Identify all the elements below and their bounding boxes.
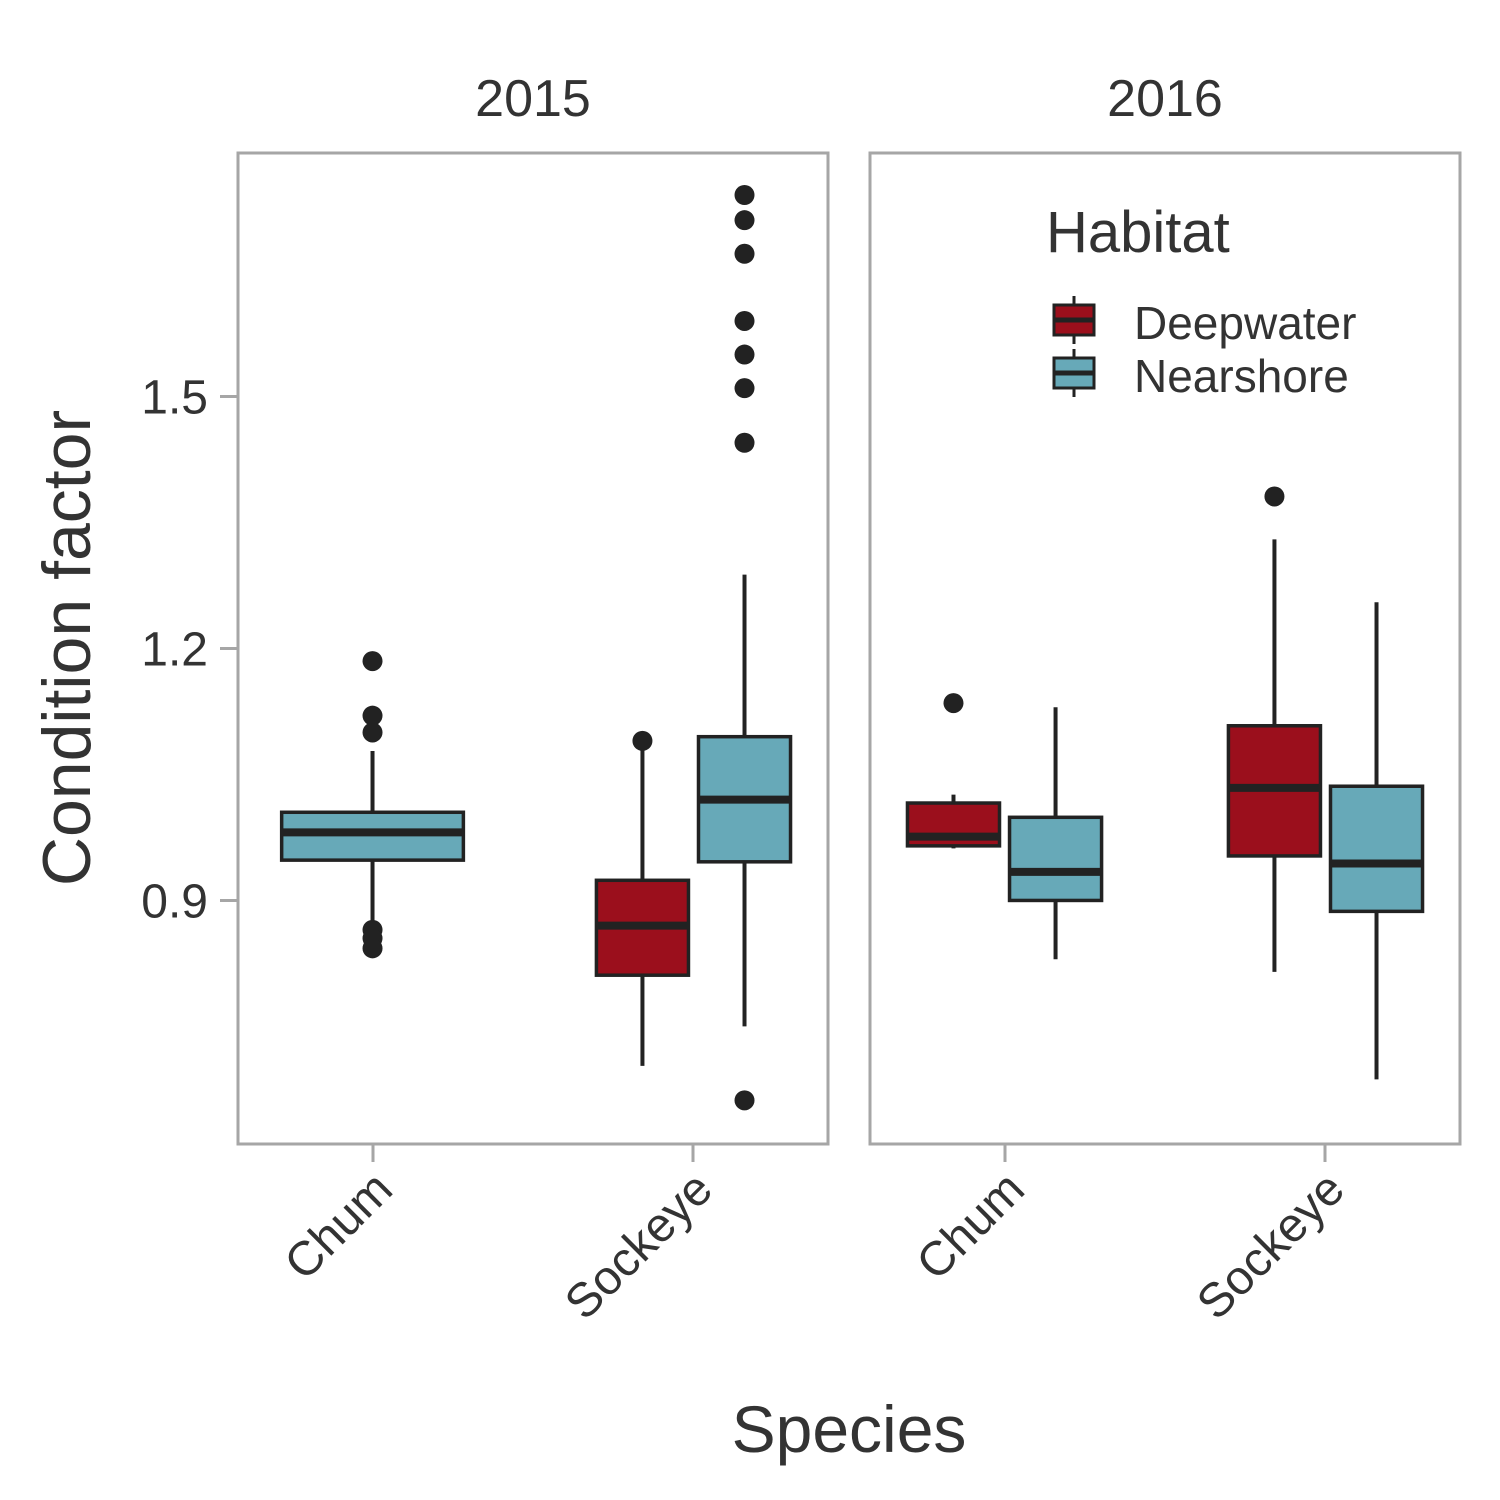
box-iqr — [1328, 784, 1425, 914]
box-chum-nearshore — [279, 651, 466, 959]
outlier-point — [734, 432, 755, 453]
outlier-point — [362, 705, 383, 726]
legend-label-deepwater: Deepwater — [1134, 297, 1356, 349]
panel-title-2015: 2015 — [475, 70, 591, 128]
x-tick-label-chum: Chum — [907, 1162, 1035, 1290]
x-tick-label-sockeye: Sockeye — [1187, 1162, 1355, 1330]
box-chum-nearshore — [1007, 707, 1104, 960]
box-sockeye-nearshore — [1328, 602, 1425, 1080]
box-chum-deepwater — [905, 693, 1002, 849]
y-axis-title: Condition factor — [29, 410, 105, 886]
x-tick-label-chum: Chum — [275, 1162, 403, 1290]
y-tick-label: 1.5 — [141, 372, 208, 425]
box-sockeye-deepwater — [594, 730, 691, 1066]
legend-keys — [1052, 296, 1096, 397]
outlier-point — [734, 184, 755, 205]
x-tick-label-sockeye: Sockeye — [555, 1162, 723, 1330]
box-iqr — [1007, 815, 1104, 903]
panel-2015: Chum Sockeye 0.9 1.2 1.5 — [141, 151, 830, 1330]
legend-key-nearshore — [1052, 349, 1096, 397]
outlier-point — [1264, 486, 1285, 507]
outlier-point — [734, 310, 755, 331]
outlier-point — [734, 243, 755, 264]
y-tick-label: 1.2 — [141, 624, 208, 677]
outlier-point — [362, 938, 383, 959]
panel-title-2016: 2016 — [1107, 70, 1223, 128]
outlier-point — [734, 210, 755, 231]
outlier-point — [632, 730, 653, 751]
y-tick-label: 0.9 — [141, 875, 208, 928]
legend: Habitat Deepwater Nearshore — [1046, 200, 1356, 402]
legend-title: Habitat — [1046, 200, 1230, 265]
outlier-point — [734, 1090, 755, 1111]
outlier-point — [362, 651, 383, 672]
outlier-point — [362, 722, 383, 743]
box-sockeye-deepwater — [1226, 486, 1323, 972]
legend-label-nearshore: Nearshore — [1134, 350, 1349, 402]
legend-key-deepwater — [1052, 296, 1096, 344]
panel-frame — [236, 151, 830, 1146]
outlier-point — [734, 344, 755, 365]
outlier-point — [734, 378, 755, 399]
outlier-point — [943, 693, 964, 714]
panel-frame — [868, 151, 1462, 1146]
box-sockeye-nearshore — [696, 184, 793, 1111]
x-axis-title: Species — [732, 1392, 967, 1466]
